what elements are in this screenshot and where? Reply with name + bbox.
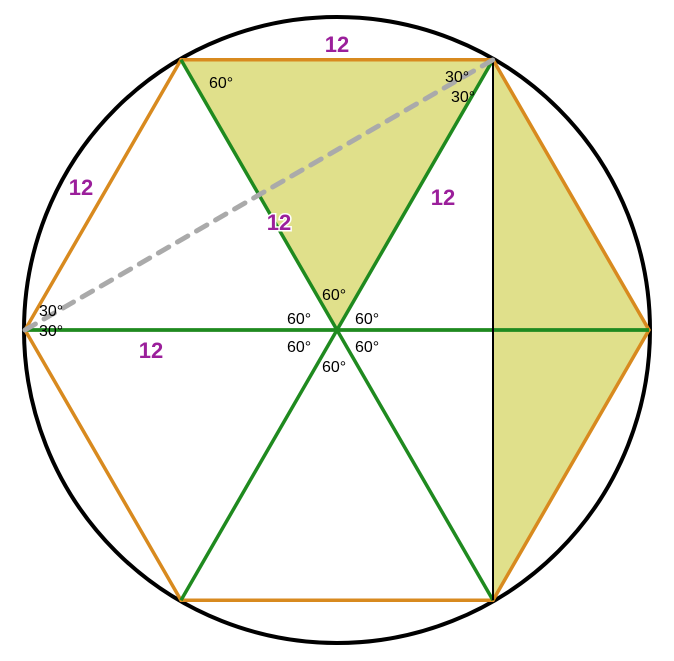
angle-30-ne-upper: 30° bbox=[445, 69, 469, 86]
spoke-4 bbox=[181, 330, 337, 600]
angle-60-center-top: 60° bbox=[322, 287, 346, 304]
angle-60-center-b: 60° bbox=[322, 359, 346, 376]
angle-60-center-lr: 60° bbox=[355, 339, 379, 356]
angle-60-center-ll: 60° bbox=[287, 339, 311, 356]
angle-60-nw: 60° bbox=[209, 75, 233, 92]
spoke-5 bbox=[337, 330, 493, 600]
angle-60-center-ul: 60° bbox=[287, 311, 311, 328]
side-label-spoke-nw: 12 bbox=[267, 210, 291, 235]
angle-30-w-lower: 30° bbox=[39, 323, 63, 340]
angle-30-w-upper: 30° bbox=[39, 303, 63, 320]
side-label-top: 12 bbox=[325, 32, 349, 57]
angle-30-ne-lower: 30° bbox=[451, 89, 475, 106]
angle-60-center-ur: 60° bbox=[355, 311, 379, 328]
side-label-spoke-ne: 12 bbox=[431, 185, 455, 210]
side-label-spoke-w: 12 bbox=[139, 338, 163, 363]
side-label-upper-left: 12 bbox=[69, 175, 93, 200]
